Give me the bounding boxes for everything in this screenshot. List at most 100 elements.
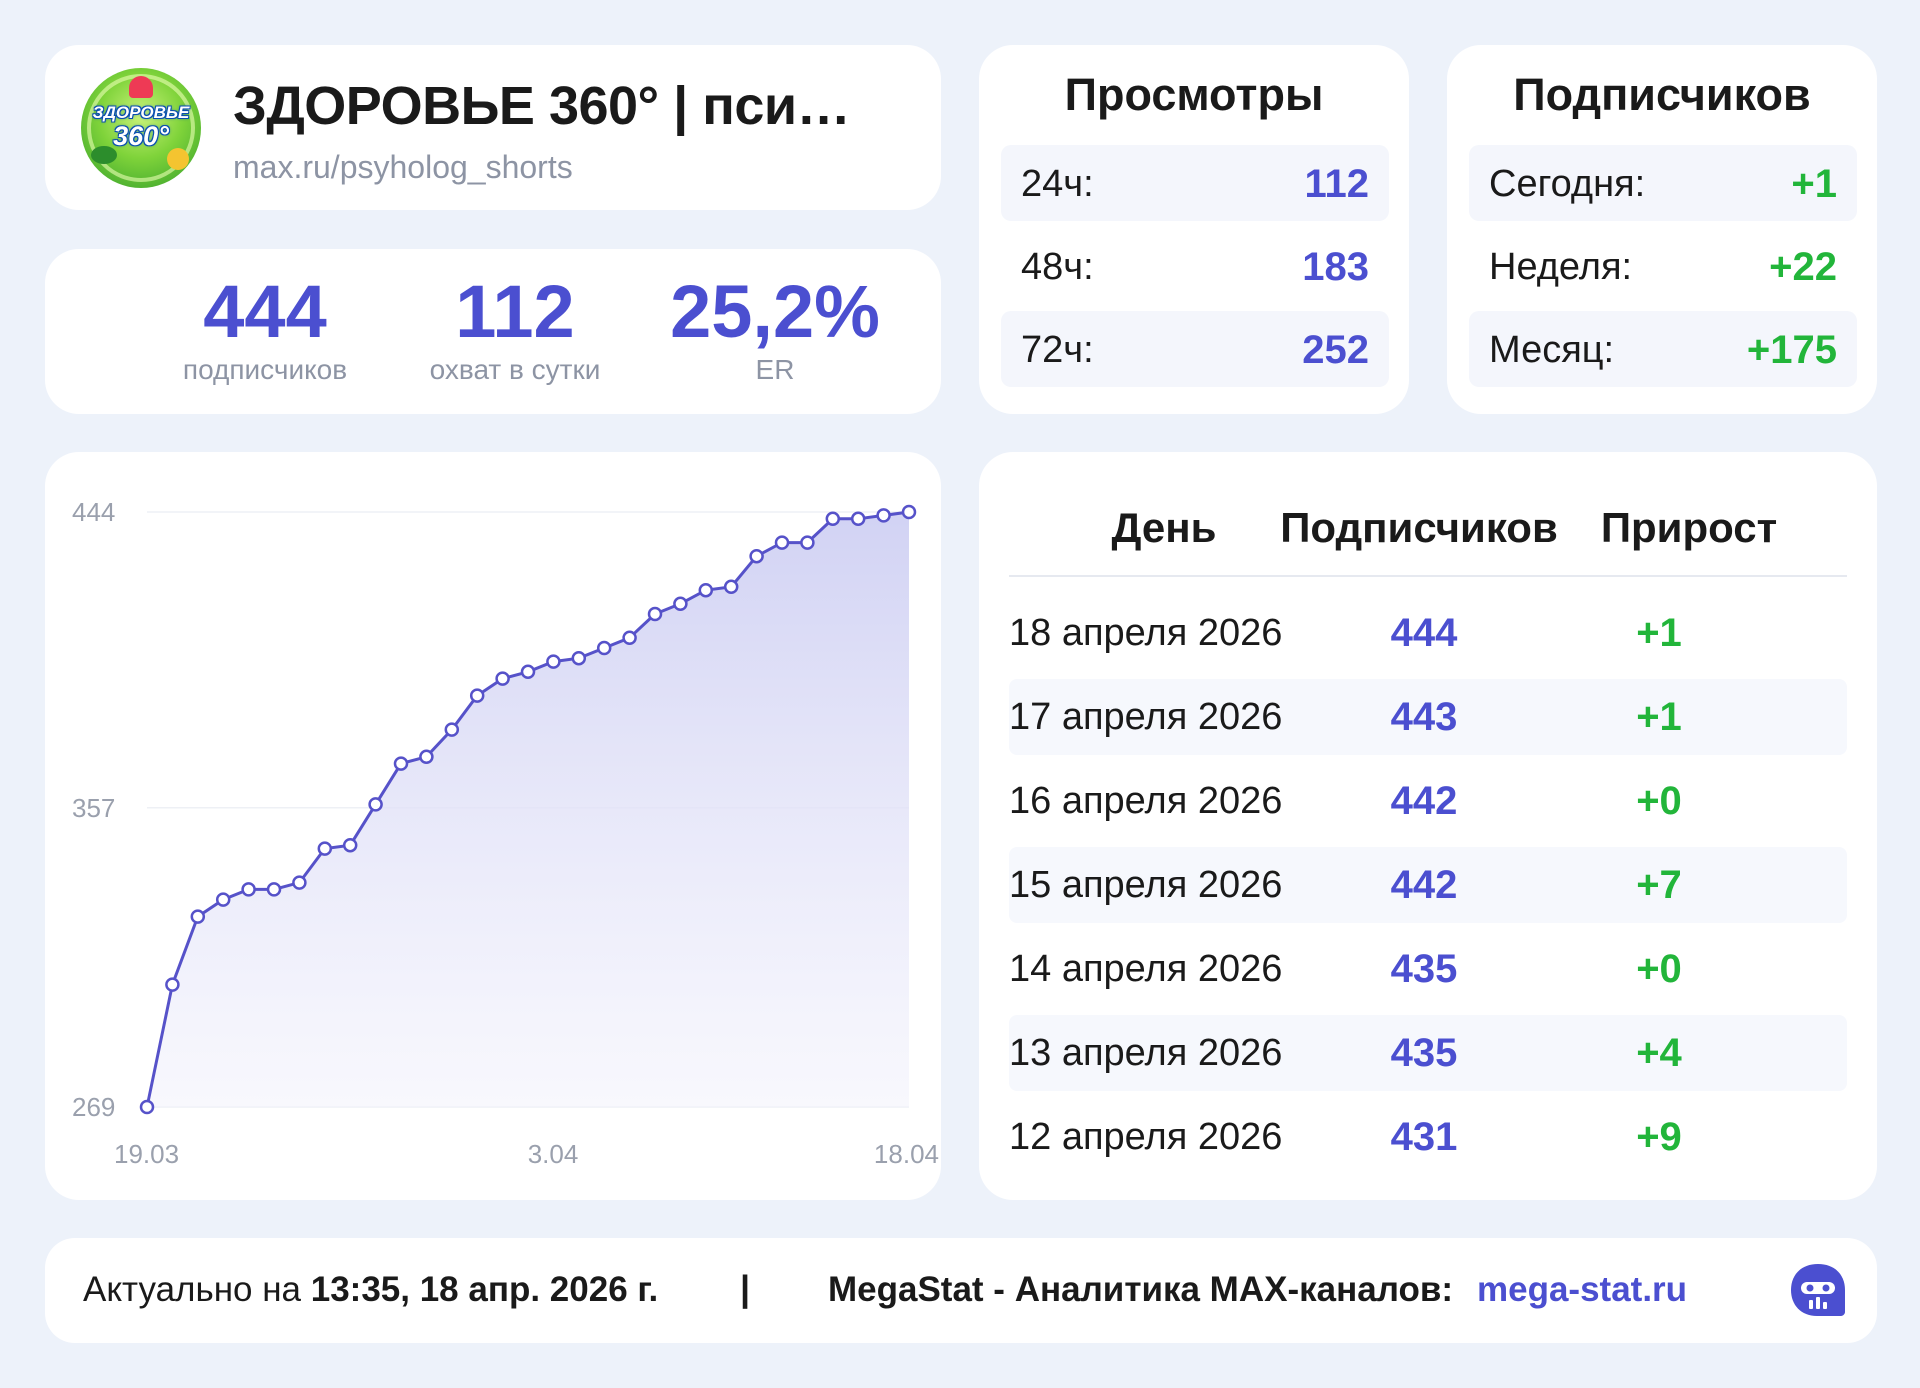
- chart-point: [241, 882, 256, 897]
- views-row-value: 252: [1302, 328, 1369, 372]
- row-day: 16 апреля 2026: [1009, 780, 1283, 822]
- views-row-value: 183: [1302, 245, 1369, 289]
- stat-reach: 112 охват в сутки: [375, 271, 655, 386]
- views-row-value: 112: [1304, 162, 1369, 206]
- row-subscribers: 435: [1390, 1031, 1458, 1075]
- chart-point: [419, 749, 434, 765]
- channel-title: ЗДОРОВЬЕ 360° | пси…: [233, 76, 851, 136]
- growth-row: Сегодня: +1: [1469, 145, 1857, 221]
- chart-point: [596, 640, 612, 656]
- growth-row-value: +22: [1769, 245, 1837, 289]
- avatar-logo-bottom: 360°: [113, 121, 169, 151]
- views-card: Просмотры 24ч: 112 48ч: 183 72ч: 252: [979, 45, 1409, 414]
- chart-points: [139, 504, 917, 1115]
- row-growth: +1: [1636, 695, 1682, 739]
- views-title: Просмотры: [1064, 69, 1324, 120]
- chart-point: [215, 892, 231, 907]
- row-growth: +1: [1636, 611, 1682, 655]
- fruit-icon: [167, 148, 189, 170]
- table-row: 12 апреля 2026 431 +9: [1009, 1099, 1847, 1175]
- leaf-icon: [91, 146, 117, 164]
- footer-updated-prefix: Актуально на: [83, 1270, 311, 1309]
- subscribers-growth-title: Подписчиков: [1513, 69, 1811, 120]
- chart-y-tick-label: 357: [72, 793, 115, 823]
- subscribers-chart: 444 357 269 19.03 3.04 18.04: [72, 497, 939, 1169]
- chart-x-tick-label: 19.03: [114, 1139, 179, 1169]
- footer-separator: |: [740, 1268, 751, 1309]
- table-row: 14 апреля 2026 435 +0: [1009, 931, 1847, 1007]
- growth-row-label: Сегодня:: [1489, 163, 1646, 205]
- footer-brand: MegaStat - Аналитика MAX-каналов:: [828, 1270, 1454, 1309]
- column-header-subscribers: Подписчиков: [1280, 504, 1558, 551]
- row-day: 18 апреля 2026: [1009, 612, 1283, 654]
- table-row: 18 апреля 2026 444 +1: [1009, 595, 1847, 671]
- channel-header-card: ЗДОРОВЬЕ 360° ЗДОРОВЬЕ 360° | пси… max.r…: [45, 45, 941, 210]
- footer-bar: Актуально на 13:35, 18 апр. 2026 г. | Me…: [45, 1238, 1877, 1343]
- chart-area: [147, 512, 909, 1107]
- chart-point: [342, 837, 358, 853]
- stat-subscribers-label: подписчиков: [182, 354, 348, 386]
- chart-point: [317, 841, 333, 856]
- column-header-day: День: [1111, 504, 1217, 551]
- row-growth: +9: [1636, 1115, 1682, 1159]
- chart-point: [292, 875, 307, 890]
- chart-point: [698, 582, 714, 598]
- stat-reach-value: 112: [455, 270, 575, 353]
- avatar-logo-text: ЗДОРОВЬЕ 360°: [81, 104, 201, 150]
- views-row-label: 72ч:: [1021, 329, 1094, 371]
- chart-point: [520, 664, 536, 680]
- stat-subscribers: 444 подписчиков: [145, 271, 385, 386]
- row-growth: +7: [1636, 863, 1682, 907]
- row-growth: +0: [1636, 779, 1682, 823]
- chart-point: [546, 654, 561, 669]
- row-day: 15 апреля 2026: [1009, 864, 1283, 906]
- table-row: 17 апреля 2026 443 +1: [1009, 679, 1847, 755]
- chart-point: [469, 688, 485, 703]
- stat-er: 25,2% ER: [645, 271, 905, 386]
- channel-avatar[interactable]: ЗДОРОВЬЕ 360°: [81, 68, 201, 188]
- row-day: 17 апреля 2026: [1009, 696, 1283, 738]
- growth-row-value: +175: [1746, 328, 1837, 372]
- chart-point: [622, 630, 637, 646]
- chart-point: [266, 882, 282, 897]
- stat-er-label: ER: [755, 354, 795, 386]
- row-subscribers: 443: [1390, 695, 1458, 739]
- table-row: 13 апреля 2026 435 +4: [1009, 1015, 1847, 1091]
- heart-icon: [129, 76, 153, 98]
- row-subscribers: 435: [1390, 947, 1458, 991]
- growth-row: Месяц: +175: [1469, 311, 1857, 387]
- row-subscribers: 442: [1390, 779, 1458, 823]
- chart-x-ticks: 19.03 3.04 18.04: [114, 1139, 939, 1169]
- views-row-label: 24ч:: [1021, 163, 1094, 205]
- key-stats-card: 444 подписчиков 112 охват в сутки 25,2% …: [45, 249, 941, 414]
- subscribers-growth-card: Подписчиков Сегодня: +1 Неделя: +22 Меся…: [1447, 45, 1877, 414]
- chart-point: [165, 977, 180, 992]
- footer-updated: Актуально на 13:35, 18 апр. 2026 г.: [83, 1270, 658, 1310]
- chart-y-tick-label: 444: [72, 497, 115, 527]
- channel-link[interactable]: max.ru/psyholog_shorts: [233, 149, 573, 185]
- row-subscribers: 442: [1390, 863, 1458, 907]
- chart-point: [190, 909, 206, 924]
- chart-point: [571, 650, 587, 666]
- chart-point: [139, 1099, 155, 1115]
- chart-point: [673, 596, 688, 612]
- growth-row: Неделя: +22: [1469, 228, 1857, 304]
- row-growth: +0: [1636, 947, 1682, 991]
- row-subscribers: 431: [1390, 1115, 1458, 1159]
- growth-row-label: Месяц:: [1489, 329, 1615, 371]
- chart-x-tick-label: 3.04: [528, 1139, 579, 1169]
- header-divider: [1009, 575, 1847, 577]
- row-day: 14 апреля 2026: [1009, 948, 1283, 990]
- chart-point: [901, 504, 917, 520]
- chart-point: [774, 535, 790, 550]
- views-row: 24ч: 112: [1001, 145, 1389, 221]
- chart-point: [647, 606, 663, 622]
- chart-point: [749, 548, 764, 564]
- chart-point: [495, 671, 510, 686]
- chart-y-tick-label: 269: [72, 1092, 115, 1122]
- megastat-logo-icon[interactable]: [1787, 1260, 1849, 1322]
- footer-link[interactable]: mega-stat.ru: [1477, 1270, 1688, 1309]
- chart-y-ticks: 444 357 269: [72, 497, 115, 1122]
- footer-updated-time: 13:35, 18 апр. 2026 г.: [310, 1270, 659, 1309]
- row-growth: +4: [1636, 1031, 1682, 1075]
